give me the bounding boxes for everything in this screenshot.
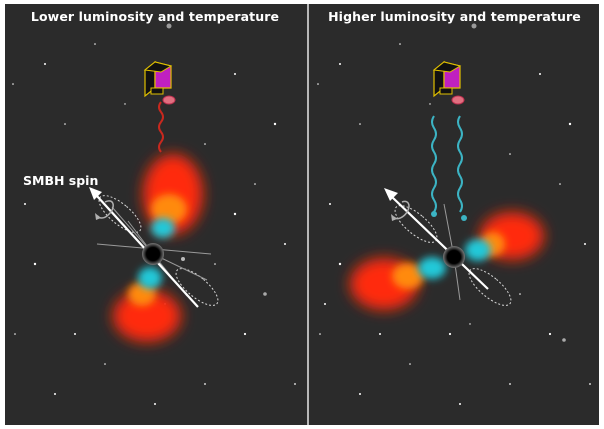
starfield (317, 23, 591, 405)
wave-signal-icon (431, 115, 467, 221)
satellite-icon (432, 60, 465, 105)
rotation-arrow-icon (95, 200, 114, 220)
rotation-arrow-icon (391, 200, 410, 221)
outflow-gas-lower (113, 267, 181, 342)
outflow-gas-right (465, 212, 544, 261)
panel-lower-luminosity: Lower luminosity and temperature SMBH sp… (5, 4, 305, 425)
spin-arrow-icon (384, 188, 489, 290)
smbh-spin-label: SMBH spin (23, 173, 99, 188)
panel-divider (305, 4, 310, 425)
black-hole-icon (142, 243, 164, 265)
panel-title-left: Lower luminosity and temperature (30, 9, 280, 24)
wave-signal-icon (158, 101, 164, 153)
outflow-gas-upper (143, 154, 203, 238)
black-hole-icon (443, 246, 465, 268)
satellite-icon (143, 60, 176, 105)
panel-left-graphic (12, 23, 296, 405)
panel-right-graphic (317, 23, 591, 405)
starfield (12, 23, 296, 405)
outflow-gas-left (350, 257, 446, 310)
panel-higher-luminosity: Higher luminosity and temperature (310, 4, 599, 425)
panel-title-right: Higher luminosity and temperature (328, 9, 581, 24)
